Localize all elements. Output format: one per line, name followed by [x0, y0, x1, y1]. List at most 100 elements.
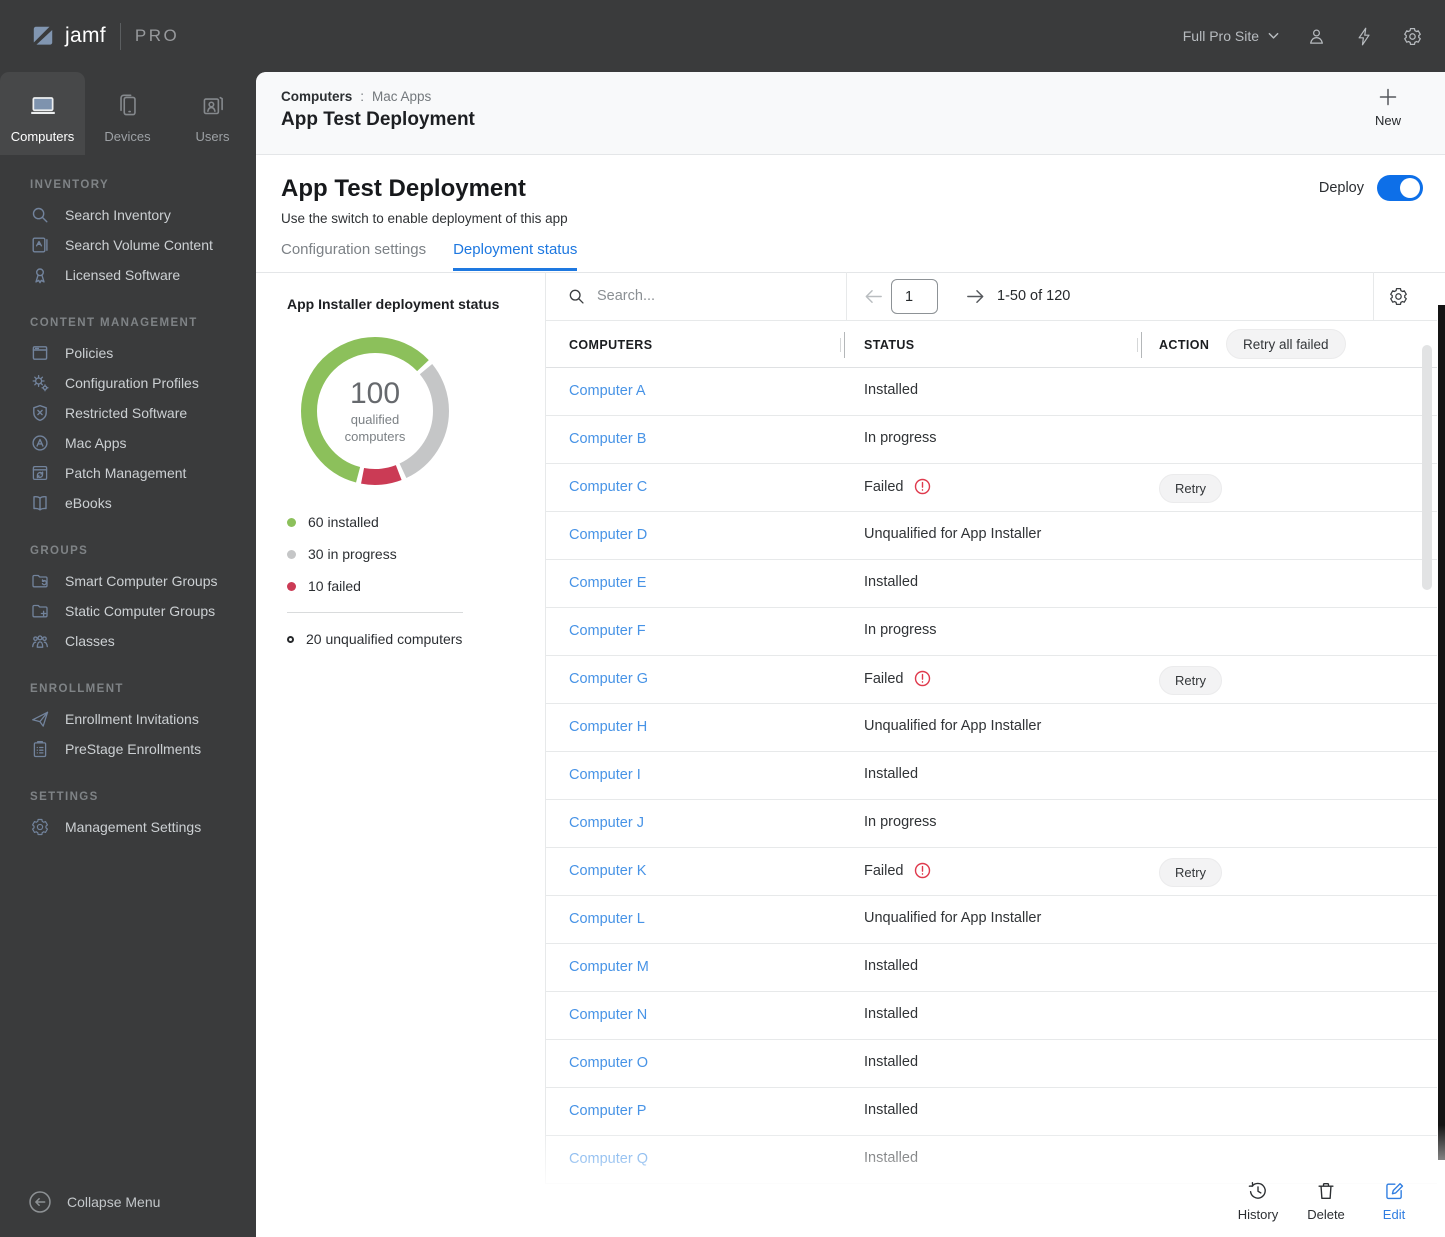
- arrow-right-icon: [967, 290, 984, 303]
- table-settings-gear-icon[interactable]: [1388, 286, 1409, 307]
- computer-link[interactable]: Computer H: [569, 719, 648, 735]
- table-row: Computer Q Installed: [546, 1136, 1437, 1184]
- lightning-icon[interactable]: [1354, 26, 1375, 47]
- retry-button[interactable]: Retry: [1159, 474, 1223, 503]
- sidebar-item-label: PreStage Enrollments: [65, 741, 202, 757]
- status-cell: Installed: [864, 1102, 918, 1118]
- chevron-down-icon: [1268, 32, 1279, 39]
- sidebar-item-ebooks[interactable]: eBooks: [0, 488, 256, 518]
- tab-deployment-status[interactable]: Deployment status: [453, 241, 578, 271]
- status-cell: In progress: [864, 814, 937, 830]
- sidebar-item-restricted-software[interactable]: Restricted Software: [0, 398, 256, 428]
- page-scrollbar-track[interactable]: [1438, 305, 1445, 1160]
- sidebar-item-patch-management[interactable]: Patch Management: [0, 458, 256, 488]
- column-header-action[interactable]: ACTION: [1159, 338, 1210, 352]
- context-tab-label: Devices: [104, 129, 151, 144]
- status-text: Failed: [864, 670, 904, 687]
- sidebar-item-label: Restricted Software: [65, 405, 188, 421]
- computer-link[interactable]: Computer N: [569, 1007, 648, 1023]
- chevron-down-icon: [1268, 32, 1279, 40]
- page-number-input[interactable]: [891, 279, 938, 314]
- computer-link[interactable]: Computer K: [569, 863, 647, 879]
- sidebar-item-label: Configuration Profiles: [65, 375, 199, 391]
- breadcrumb-computers[interactable]: Computers: [281, 89, 353, 104]
- sidebar-section-title: ENROLLMENT: [30, 683, 124, 695]
- sidebar-item-label: Management Settings: [65, 819, 202, 835]
- retry-button[interactable]: Retry: [1159, 858, 1223, 887]
- history-button[interactable]: History: [1230, 1180, 1286, 1222]
- computer-link[interactable]: Computer I: [569, 767, 641, 783]
- retry-all-failed-button[interactable]: Retry all failed: [1226, 329, 1346, 359]
- search-icon[interactable]: [567, 287, 586, 306]
- sidebar-item-policies[interactable]: Policies: [0, 338, 256, 368]
- status-text: Failed: [864, 478, 904, 495]
- retry-button[interactable]: Retry: [1159, 666, 1223, 695]
- column-header-status[interactable]: STATUS: [864, 338, 915, 352]
- new-button[interactable]: New: [1375, 86, 1401, 128]
- policies-icon: [32, 346, 48, 360]
- computer-link[interactable]: Computer F: [569, 623, 646, 639]
- context-tab-users[interactable]: Users: [170, 72, 255, 155]
- computer-link[interactable]: Computer B: [569, 431, 647, 447]
- computer-link[interactable]: Computer C: [569, 479, 648, 495]
- computer-link[interactable]: Computer Q: [569, 1151, 648, 1167]
- sidebar-item-search-volume-content[interactable]: Search Volume Content: [0, 230, 256, 260]
- computer-link[interactable]: Computer P: [569, 1103, 647, 1119]
- computer-link[interactable]: Computer L: [569, 911, 645, 927]
- status-text: Installed: [864, 1150, 919, 1166]
- edit-button[interactable]: Edit: [1366, 1180, 1422, 1222]
- sidebar-item-classes[interactable]: Classes: [0, 626, 256, 656]
- status-cell: Unqualified for App Installer: [864, 910, 1041, 926]
- sidebar-item-search-inventory[interactable]: Search Inventory: [0, 200, 256, 230]
- status-cell: Installed: [864, 766, 918, 782]
- computer-link[interactable]: Computer J: [569, 815, 644, 831]
- sidebar-item-static-computer-groups[interactable]: Static Computer Groups: [0, 596, 256, 626]
- site-selector[interactable]: Full Pro Site: [1183, 28, 1279, 44]
- delete-button[interactable]: Delete: [1298, 1180, 1354, 1222]
- sidebar-item-enrollment-invitations[interactable]: Enrollment Invitations: [0, 704, 256, 734]
- status-cell: Unqualified for App Installer: [864, 718, 1041, 734]
- previous-page-button[interactable]: [862, 285, 885, 308]
- page-subtitle: Use the switch to enable deployment of t…: [281, 211, 568, 226]
- table-toolbar: 1-50 of 120: [546, 272, 1437, 321]
- computer-link[interactable]: Computer A: [569, 383, 646, 399]
- sidebar-item-management-settings[interactable]: Management Settings: [0, 812, 256, 842]
- computer-link[interactable]: Computer E: [569, 575, 647, 591]
- status-cell: Installed: [864, 574, 918, 590]
- column-resize-handle[interactable]: [1137, 338, 1138, 352]
- status-text: Installed: [864, 766, 919, 782]
- sidebar-item-prestage-enrollments[interactable]: PreStage Enrollments: [0, 734, 256, 764]
- search-input[interactable]: [597, 284, 827, 308]
- sidebar-item-smart-computer-groups[interactable]: Smart Computer Groups: [0, 566, 256, 596]
- sidebar-item-mac-apps[interactable]: Mac Apps: [0, 428, 256, 458]
- context-tab-devices[interactable]: Devices: [85, 72, 170, 155]
- computer-link[interactable]: Computer M: [569, 959, 649, 975]
- column-resize-handle[interactable]: [840, 338, 841, 352]
- computer-link[interactable]: Computer G: [569, 671, 648, 687]
- topbar-icon-group: [1306, 26, 1423, 47]
- deploy-toggle[interactable]: [1377, 175, 1423, 201]
- sidebar-item-configuration-profiles[interactable]: Configuration Profiles: [0, 368, 256, 398]
- table-row: Computer P Installed: [546, 1088, 1437, 1136]
- next-page-button[interactable]: [964, 285, 987, 308]
- failed-alert-icon: [914, 670, 931, 687]
- site-selector-label: Full Pro Site: [1182, 28, 1259, 44]
- footer-action-label: Delete: [1307, 1207, 1345, 1222]
- collapse-menu-button[interactable]: Collapse Menu: [27, 1189, 160, 1215]
- column-resize-handle[interactable]: [844, 332, 845, 358]
- chart-title: App Installer deployment status: [287, 296, 500, 312]
- column-header-computers[interactable]: COMPUTERS: [569, 338, 653, 352]
- tab-configuration-settings[interactable]: Configuration settings: [281, 241, 427, 258]
- deployment-status-chart-panel: App Installer deployment status 100 qual…: [287, 296, 532, 655]
- context-tab-computers[interactable]: Computers: [0, 72, 85, 155]
- gear-icon[interactable]: [1402, 26, 1423, 47]
- sidebar-section-title: INVENTORY: [30, 179, 110, 191]
- column-resize-handle[interactable]: [1141, 332, 1142, 358]
- computer-link[interactable]: Computer O: [569, 1055, 648, 1071]
- status-cell: Installed: [864, 1006, 918, 1022]
- user-icon[interactable]: [1306, 26, 1327, 47]
- breadcrumb-mac-apps[interactable]: Mac Apps: [372, 89, 432, 104]
- table-scrollbar-thumb[interactable]: [1422, 345, 1432, 590]
- sidebar-item-licensed-software[interactable]: Licensed Software: [0, 260, 256, 290]
- computer-link[interactable]: Computer D: [569, 527, 648, 543]
